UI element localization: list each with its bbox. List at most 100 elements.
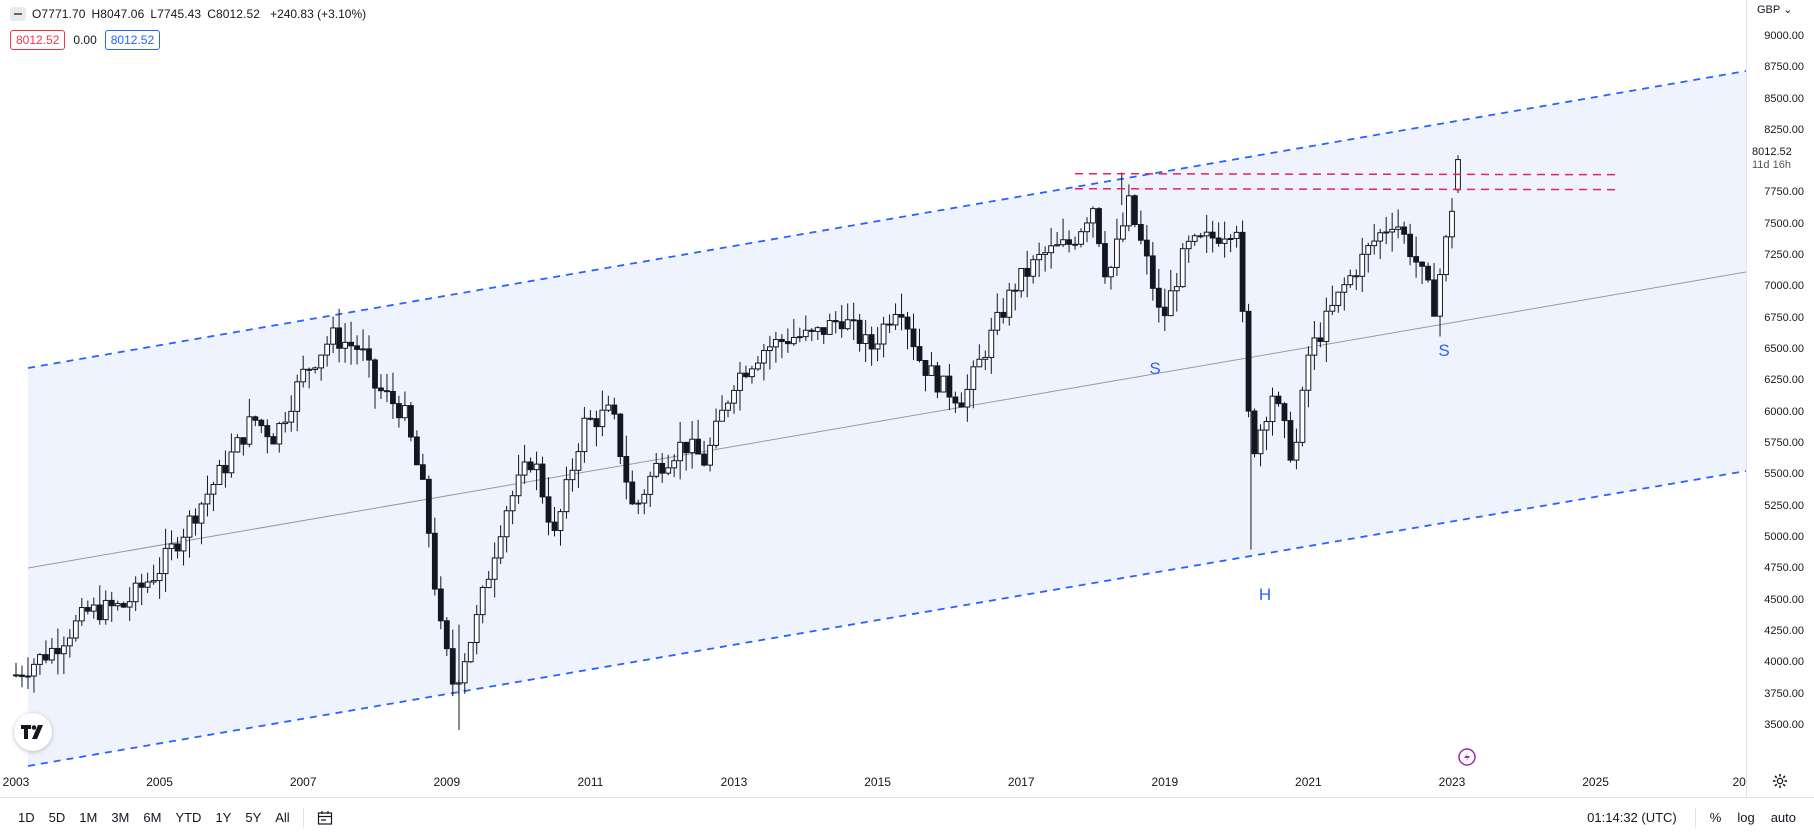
candle-up xyxy=(49,647,55,661)
tradingview-logo-icon[interactable] xyxy=(14,713,52,751)
candle-up xyxy=(1383,231,1390,234)
candle-up xyxy=(1365,245,1372,255)
candle-down xyxy=(19,674,25,677)
candle-down xyxy=(1425,265,1431,281)
price-tick: 5000.00 xyxy=(1764,531,1804,544)
log-scale-toggle[interactable]: log xyxy=(1737,810,1755,825)
chart-pane[interactable]: S H S xyxy=(0,0,1746,797)
price-scale[interactable] xyxy=(1746,0,1814,797)
percent-scale-toggle[interactable]: % xyxy=(1709,810,1722,825)
candle-down xyxy=(850,319,857,322)
price-tick: 4250.00 xyxy=(1764,625,1804,638)
candle-down xyxy=(922,359,929,376)
candle-down xyxy=(1155,287,1162,308)
currency-selector[interactable]: GBP ⌄ xyxy=(1757,3,1792,16)
candle-down xyxy=(958,402,965,408)
price-tick: 6750.00 xyxy=(1764,311,1804,324)
candle-down xyxy=(898,313,905,318)
candle-up xyxy=(575,451,582,471)
candle-up xyxy=(503,510,510,538)
price-tick: 6250.00 xyxy=(1764,374,1804,387)
left-shoulder-label: S xyxy=(1149,359,1160,378)
range-button-1y[interactable]: 1Y xyxy=(215,810,232,825)
price-tick: 7500.00 xyxy=(1764,217,1804,230)
range-button-3m[interactable]: 3M xyxy=(111,810,130,825)
candle-up xyxy=(521,461,528,476)
calendar-go-to-date-icon[interactable] xyxy=(316,809,334,827)
candle-up xyxy=(1203,231,1210,237)
candle-down xyxy=(1419,261,1425,267)
candle-down xyxy=(916,346,923,361)
candle-up xyxy=(749,368,755,378)
candle-up xyxy=(725,402,731,411)
candle-up xyxy=(892,313,899,326)
candle-up xyxy=(1167,290,1174,317)
auto-scale-toggle[interactable]: auto xyxy=(1770,810,1796,825)
range-button-5d[interactable]: 5D xyxy=(48,810,66,825)
price-tick: 7250.00 xyxy=(1764,249,1804,262)
candle-down xyxy=(43,654,49,661)
right-shoulder-label: S xyxy=(1438,341,1449,360)
candle-up xyxy=(647,475,654,495)
candle-down xyxy=(108,599,115,607)
range-button-6m[interactable]: 6M xyxy=(143,810,162,825)
candle-up xyxy=(737,372,743,391)
candle-up xyxy=(1329,304,1336,312)
candle-up xyxy=(497,536,504,559)
range-button-ytd[interactable]: YTD xyxy=(175,810,202,825)
candle-up xyxy=(31,663,37,677)
candle-up xyxy=(1126,195,1132,227)
resistance-line-upper xyxy=(1074,172,1616,176)
price-tick: 8250.00 xyxy=(1764,123,1804,136)
candle-down xyxy=(545,496,552,523)
candle-up xyxy=(665,467,672,474)
candle-up xyxy=(677,441,684,462)
candle-down xyxy=(832,320,839,323)
candle-up xyxy=(1371,240,1378,247)
price-tick: 8500.00 xyxy=(1764,92,1804,105)
candle-down xyxy=(1012,289,1019,292)
candle-up xyxy=(1335,291,1342,306)
scale-options: 01:14:32 (UTC) % log auto xyxy=(1587,798,1804,837)
candle-up xyxy=(1084,222,1090,233)
chart-settings-gear-icon[interactable] xyxy=(1772,773,1788,794)
legend-menu-icon[interactable] xyxy=(10,7,26,21)
range-button-5y[interactable]: 5Y xyxy=(245,810,262,825)
candle-up xyxy=(796,336,803,339)
event-flash-icon xyxy=(1458,748,1476,766)
channel-median-line xyxy=(27,271,1746,569)
range-button-1m[interactable]: 1M xyxy=(79,810,98,825)
candle-down xyxy=(952,396,959,404)
candle-up xyxy=(198,503,205,524)
candle-down xyxy=(1281,403,1288,422)
candle-down xyxy=(378,387,384,392)
candle-up xyxy=(772,338,779,348)
candle-up xyxy=(1437,274,1443,317)
candle-up xyxy=(569,469,576,481)
range-button-1d[interactable]: 1D xyxy=(18,810,35,825)
candle-up xyxy=(282,421,289,425)
ohlc-legend: O7771.70 H8047.06 L7745.43 C8012.52 +240… xyxy=(10,7,366,21)
buy-price-button[interactable]: 8012.52 xyxy=(104,30,161,50)
candle-down xyxy=(222,464,229,474)
range-button-all[interactable]: All xyxy=(275,810,290,825)
candle-up xyxy=(78,607,85,622)
utc-clock[interactable]: 01:14:32 (UTC) xyxy=(1587,810,1677,825)
candle-up xyxy=(1443,236,1449,276)
candle-down xyxy=(354,345,360,350)
candle-up xyxy=(228,451,235,474)
candle-up xyxy=(1108,266,1114,278)
candle-down xyxy=(372,359,378,389)
candle-down xyxy=(778,338,785,343)
candle-up xyxy=(1257,429,1264,455)
event-bolt-icon xyxy=(1464,751,1470,763)
price-chart[interactable]: S H S xyxy=(0,0,1746,797)
candle-up xyxy=(1263,421,1270,431)
candle-up xyxy=(1042,252,1049,255)
sell-price-button[interactable]: 8012.52 xyxy=(10,30,66,50)
candle-up xyxy=(330,327,337,345)
candle-down xyxy=(1161,306,1168,317)
candle-down xyxy=(270,436,277,445)
candle-up xyxy=(1347,275,1354,286)
candle-up xyxy=(461,661,468,684)
